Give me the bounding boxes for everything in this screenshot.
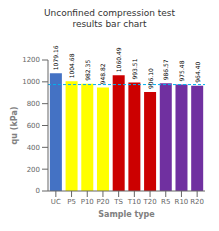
html-text:Unconfined compression test re: Unconfined compression test results bar … — [43, 8, 176, 29]
svg-text:600: 600 — [27, 122, 40, 130]
svg-text:975.48: 975.48 — [178, 60, 185, 81]
svg-text:T10: T10 — [127, 198, 141, 206]
svg-text:986.57: 986.57 — [162, 59, 169, 80]
svg-text:Sample type: Sample type — [98, 210, 155, 219]
svg-text:R20: R20 — [190, 198, 204, 206]
svg-text:T20: T20 — [142, 198, 156, 206]
svg-text:982.35: 982.35 — [84, 60, 91, 81]
svg-text:993.51: 993.51 — [131, 58, 138, 79]
svg-text:P10: P10 — [81, 198, 94, 206]
svg-text:400: 400 — [27, 144, 40, 152]
svg-text:948.82: 948.82 — [99, 63, 106, 84]
svg-text:1004.68: 1004.68 — [68, 53, 75, 78]
svg-text:0: 0 — [36, 187, 40, 195]
svg-text:1000: 1000 — [22, 78, 40, 86]
svg-text:UC: UC — [51, 198, 61, 206]
svg-text:R10: R10 — [175, 198, 189, 206]
svg-text:906.10: 906.10 — [147, 68, 154, 89]
svg-text:P5: P5 — [67, 198, 76, 206]
svg-text:1079.16: 1079.16 — [52, 45, 59, 70]
svg-text:964.40: 964.40 — [194, 62, 201, 83]
svg-text:P20: P20 — [96, 198, 109, 206]
svg-text:qu (kPa): qu (kPa) — [10, 107, 19, 145]
svg-text:800: 800 — [27, 100, 40, 108]
svg-text:TS: TS — [113, 198, 123, 206]
svg-text:1060.49: 1060.49 — [115, 47, 122, 72]
svg-text:1200: 1200 — [22, 56, 40, 64]
svg-text:200: 200 — [27, 166, 40, 174]
svg-text:R5: R5 — [161, 198, 170, 206]
